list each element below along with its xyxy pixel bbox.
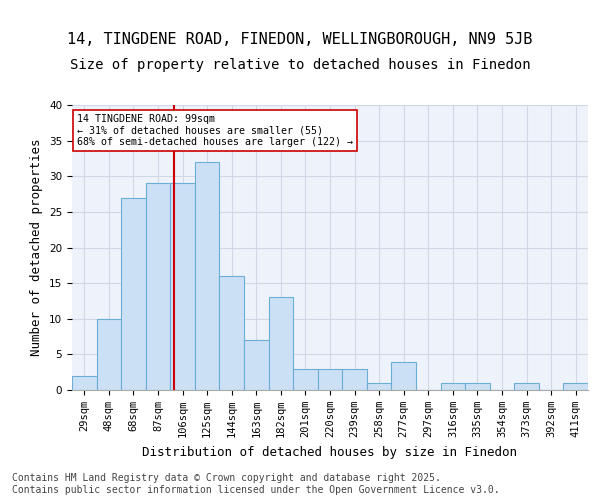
Bar [342,368,367,390]
Bar [367,383,391,390]
Text: Size of property relative to detached houses in Finedon: Size of property relative to detached ho… [70,58,530,71]
Bar [244,340,269,390]
Text: 14, TINGDENE ROAD, FINEDON, WELLINGBOROUGH, NN9 5JB: 14, TINGDENE ROAD, FINEDON, WELLINGBOROU… [67,32,533,48]
Bar [440,383,465,390]
Bar [465,383,490,390]
Y-axis label: Number of detached properties: Number of detached properties [31,138,43,356]
Bar [195,162,220,390]
X-axis label: Distribution of detached houses by size in Finedon: Distribution of detached houses by size … [143,446,517,458]
Bar [97,319,121,390]
Bar [293,368,318,390]
Text: Contains HM Land Registry data © Crown copyright and database right 2025.
Contai: Contains HM Land Registry data © Crown c… [12,474,500,495]
Bar [318,368,342,390]
Bar [170,184,195,390]
Bar [514,383,539,390]
Bar [72,376,97,390]
Bar [121,198,146,390]
Bar [563,383,588,390]
Bar [269,298,293,390]
Bar [220,276,244,390]
Text: 14 TINGDENE ROAD: 99sqm
← 31% of detached houses are smaller (55)
68% of semi-de: 14 TINGDENE ROAD: 99sqm ← 31% of detache… [77,114,353,147]
Bar [146,184,170,390]
Bar [391,362,416,390]
